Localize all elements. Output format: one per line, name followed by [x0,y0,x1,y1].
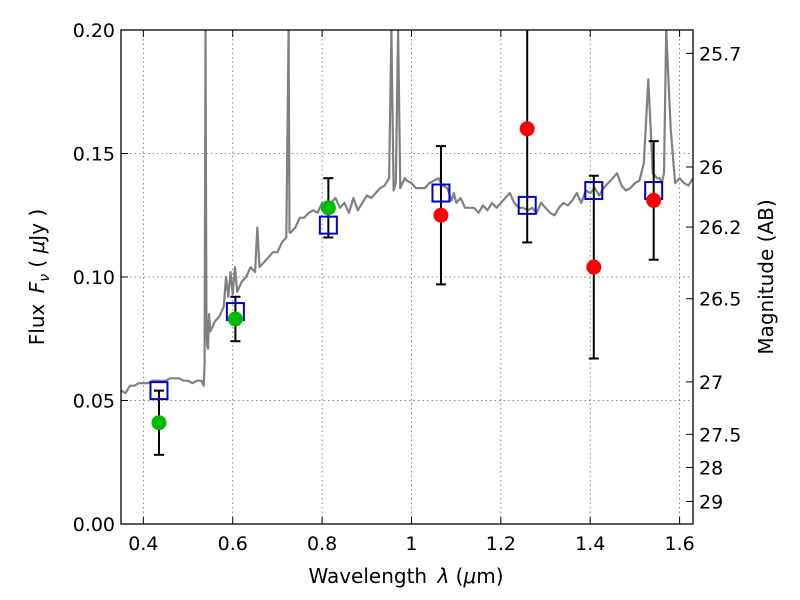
model-photometry-square [584,181,604,201]
model-photometry-square [318,215,338,235]
x-axis-label: Wavelength λ (μm) [308,564,503,588]
model-spectrum-layer [121,30,693,395]
optical-point [151,415,167,431]
y2-tick-label: 25.7 [699,43,741,65]
nir-point [433,207,449,223]
x-axis-ticks: 0.4 0.6 0.8 1 1.2 1.4 1.6 [128,30,695,555]
nir-point [586,259,602,275]
x-tick-label: 0.4 [128,533,158,555]
x-tick-label: 1.2 [486,533,516,555]
grid-lines [121,30,693,524]
x-tick-label: 1 [405,533,417,555]
y2-tick-label: 26 [699,157,723,179]
nir-point [519,121,535,137]
y2-tick-label: 26.5 [699,289,741,311]
y-tick-label: 0.00 [73,514,115,536]
y2-tick-label: 29 [699,491,723,513]
observed-points [151,121,662,431]
nir-point [646,192,662,208]
y-tick-label: 0.15 [73,144,115,166]
y2-axis-ticks: 25.7 26 26.2 26.5 27 27.5 28 29 [686,43,741,513]
model-photometry-square [431,183,451,203]
y-axis-label: Flux Fν ( μJy ) [25,209,53,345]
model-spectrum-line [121,30,693,395]
y-tick-label: 0.10 [73,267,115,289]
y2-tick-label: 27.5 [699,424,741,446]
model-photometry-square [149,381,169,401]
optical-point [320,200,336,216]
x-tick-label: 1.4 [575,533,605,555]
y-tick-label: 0.05 [73,391,115,413]
x-tick-label: 0.6 [218,533,248,555]
y2-tick-label: 26.2 [699,217,741,239]
x-tick-label: 0.8 [307,533,337,555]
y-axis-ticks: 0.00 0.05 0.10 0.15 0.20 [73,20,128,536]
y-tick-label: 0.20 [73,20,115,42]
y2-tick-label: 28 [699,457,723,479]
y2-tick-label: 27 [699,372,723,394]
x-tick-label: 1.6 [664,533,694,555]
y2-axis-label: Magnitude (AB) [754,199,778,354]
optical-point [227,311,243,327]
model-photometry-square [517,195,537,215]
